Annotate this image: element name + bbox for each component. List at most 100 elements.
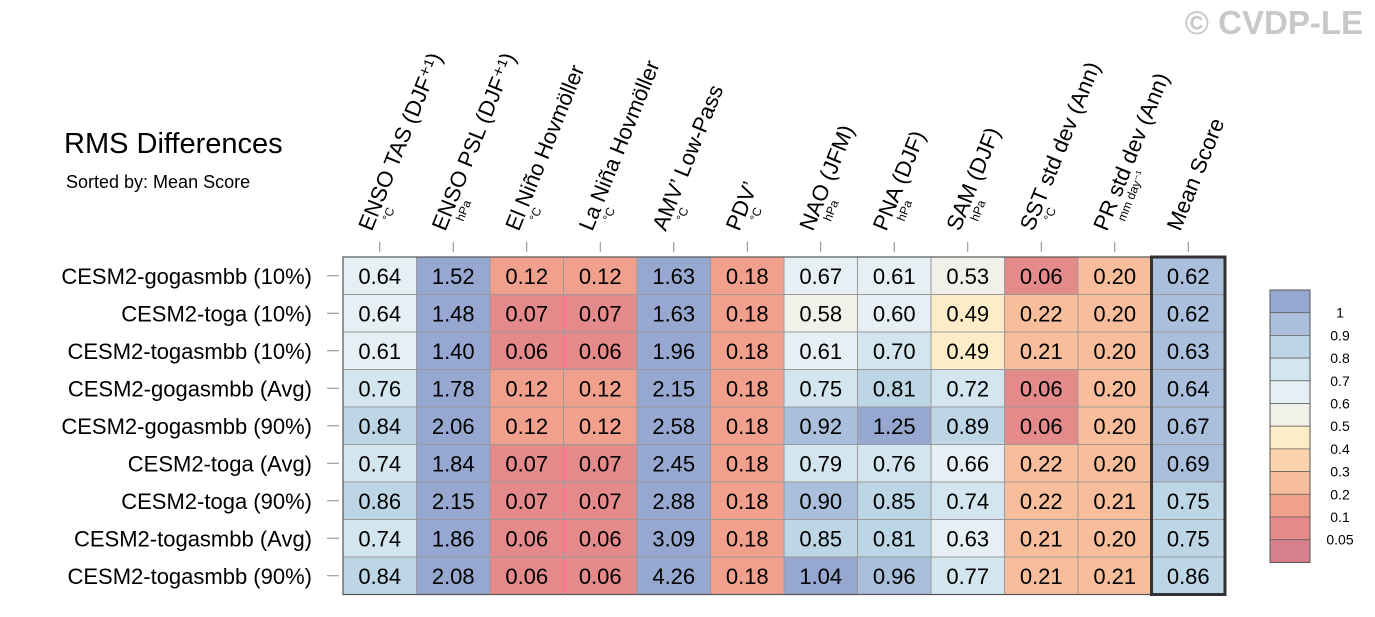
colorbar-label: 0.1: [1330, 509, 1350, 525]
heatmap-cell: [563, 444, 638, 483]
cell-value: 0.67: [799, 264, 842, 289]
heatmap-cell: [1151, 369, 1226, 408]
cell-value: 0.49: [946, 339, 989, 364]
cell-value: 0.64: [1167, 376, 1210, 401]
cell-value: 1.63: [652, 301, 695, 326]
colorbar-label: 0.7: [1330, 373, 1350, 389]
heatmap-cell: [563, 519, 638, 558]
cell-value: 0.85: [873, 489, 916, 514]
heatmap-cell: [636, 369, 711, 408]
row-label: CESM2-toga (Avg): [128, 451, 312, 476]
cell-value: 1.52: [432, 264, 475, 289]
cell-value: 0.12: [505, 376, 548, 401]
cell-value: 0.89: [946, 414, 989, 439]
cell-value: 0.67: [1167, 414, 1210, 439]
heatmap-cell: [1004, 294, 1079, 333]
heatmap-cell: [342, 406, 417, 445]
heatmap-cell: [416, 481, 491, 520]
column-unit: °C: [747, 205, 765, 223]
colorbar-label: 0.05: [1326, 532, 1353, 548]
column-unit: °C: [1041, 205, 1059, 223]
column-unit: °C: [380, 205, 398, 223]
cell-value: 0.96: [873, 564, 916, 589]
cell-value: 0.06: [579, 339, 622, 364]
cell-value: 0.12: [505, 264, 548, 289]
heatmap-cell: [783, 519, 858, 558]
heatmap-cell: [636, 444, 711, 483]
colorbar-label: 0.6: [1330, 396, 1350, 412]
cell-value: 0.07: [579, 451, 622, 476]
heatmap-cell: [636, 481, 711, 520]
heatmap-cell: [1004, 556, 1079, 595]
colorbar-swatch: [1269, 516, 1311, 541]
cell-value: 0.69: [1167, 451, 1210, 476]
cell-value: 4.26: [652, 564, 695, 589]
heatmap-cell: [783, 444, 858, 483]
cell-value: 0.20: [1093, 526, 1136, 551]
colorbar-swatch: [1269, 539, 1311, 563]
cell-value: 0.18: [726, 489, 769, 514]
cell-value: 0.86: [358, 489, 401, 514]
cell-value: 0.18: [726, 526, 769, 551]
colorbar-swatch: [1269, 471, 1311, 495]
cell-value: 0.21: [1093, 564, 1136, 589]
heatmap-cell: [1151, 331, 1226, 370]
heatmap-cell: [1004, 331, 1079, 370]
cell-value: 0.07: [579, 489, 622, 514]
cell-value: 0.66: [946, 451, 989, 476]
cell-value: 0.70: [873, 339, 916, 364]
cell-value: 0.12: [505, 414, 548, 439]
heatmap-cell: [1151, 406, 1226, 445]
cell-value: 0.81: [873, 376, 916, 401]
cell-value: 0.18: [726, 564, 769, 589]
column-unit: °C: [674, 205, 692, 223]
cell-value: 0.21: [1093, 489, 1136, 514]
cell-value: 0.63: [946, 526, 989, 551]
cell-value: 2.15: [652, 376, 695, 401]
colorbar-swatch: [1269, 493, 1311, 518]
cell-value: 0.53: [946, 264, 989, 289]
colorbar-swatch: [1269, 448, 1311, 472]
heatmap-cell: [1004, 444, 1079, 483]
cell-value: 1.86: [432, 526, 475, 551]
colorbar-border: [1269, 289, 1311, 563]
heatmap-cell: [563, 556, 638, 595]
cell-value: 0.75: [799, 376, 842, 401]
cell-value: 1.78: [432, 376, 475, 401]
colorbar-label: 0.3: [1330, 464, 1350, 480]
column-unit: °C: [527, 205, 545, 223]
column-label: PDV’: [721, 178, 763, 234]
cell-value: 0.20: [1093, 264, 1136, 289]
column-label: El Niño Hovmöller: [500, 61, 589, 234]
cell-value: 0.75: [1167, 489, 1210, 514]
heatmap-cell: [1004, 369, 1079, 408]
heatmap-cell: [563, 256, 638, 295]
cell-value: 0.86: [1167, 564, 1210, 589]
cell-value: 1.96: [652, 339, 695, 364]
heatmap-cell: [857, 519, 932, 558]
cell-value: 0.85: [799, 526, 842, 551]
cell-value: 0.63: [1167, 339, 1210, 364]
cell-value: 0.18: [726, 376, 769, 401]
cell-value: 0.06: [505, 564, 548, 589]
cell-value: 0.60: [873, 301, 916, 326]
cell-value: 2.45: [652, 451, 695, 476]
cell-value: 0.74: [358, 526, 401, 551]
heatmap-cell: [857, 369, 932, 408]
heatmap-cell: [1077, 406, 1152, 445]
cell-value: 2.06: [432, 414, 475, 439]
cell-value: 1.04: [799, 564, 842, 589]
colorbar-swatch: [1269, 289, 1311, 314]
cell-value: 1.25: [873, 414, 916, 439]
cell-value: 0.64: [358, 301, 401, 326]
cell-value: 0.22: [1020, 489, 1063, 514]
heatmap-cell: [1077, 444, 1152, 483]
cell-value: 0.12: [579, 414, 622, 439]
cell-value: 1.40: [432, 339, 475, 364]
heatmap-cell: [636, 331, 711, 370]
colorbar-label: 0.2: [1330, 486, 1350, 502]
cell-value: 0.49: [946, 301, 989, 326]
cell-value: 0.84: [358, 414, 401, 439]
cell-value: 0.06: [505, 339, 548, 364]
